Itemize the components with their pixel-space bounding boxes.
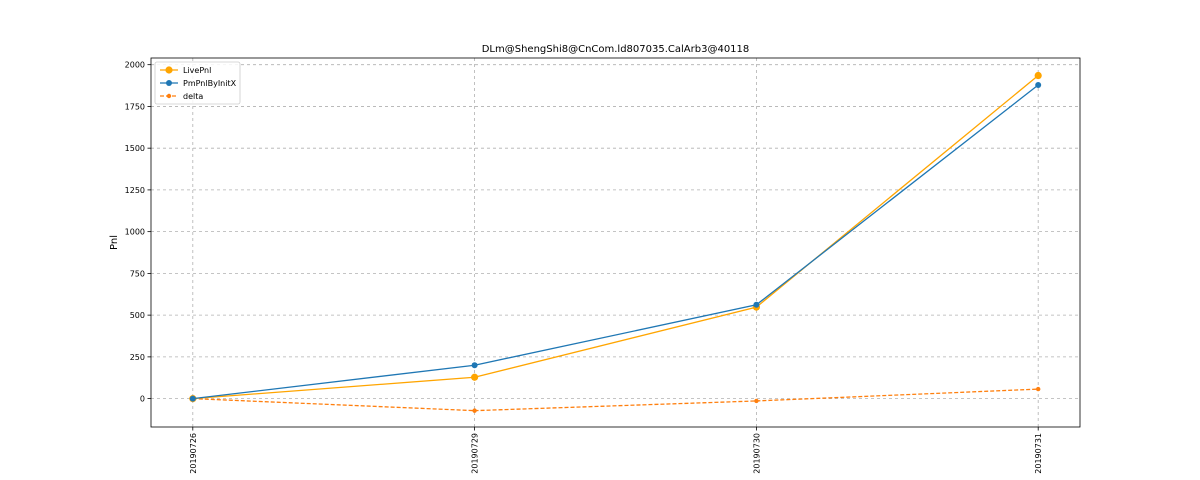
y-tick-label: 500	[130, 311, 145, 320]
data-point	[1034, 71, 1042, 80]
data-point	[1035, 386, 1041, 392]
series-line	[192, 84, 1039, 400]
data-point	[471, 373, 479, 381]
y-tick-label: 2000	[125, 61, 145, 70]
legend-label: delta	[183, 92, 203, 101]
x-tick-label: 20190726	[189, 433, 198, 474]
x-tick-label: 20190730	[752, 433, 761, 474]
data-point	[1035, 82, 1042, 89]
plot-area	[150, 57, 1081, 428]
legend-item-LivePnl: LivePnl	[160, 66, 211, 75]
legend: LivePnl PmPnlByInitX delta	[154, 61, 241, 105]
legend-label: PmPnlByInitX	[183, 79, 237, 88]
legend-label: LivePnl	[183, 66, 211, 75]
legend-item-PmPnlByInitX: PmPnlByInitX	[160, 79, 237, 88]
series-LivePnl	[189, 71, 1042, 403]
x-tick-label: 20190731	[1034, 433, 1043, 474]
data-point	[189, 395, 196, 402]
series-layer	[189, 71, 1042, 413]
data-point	[754, 398, 759, 404]
y-axis-label: Pnl	[109, 235, 120, 250]
y-tick-label: 0	[140, 395, 145, 404]
y-axis: 0 250 500 750 1000 1250 1500 1750 2000	[125, 61, 151, 404]
grid	[151, 58, 1080, 427]
y-tick-label: 750	[130, 269, 145, 278]
legend-item-delta: delta	[160, 92, 203, 101]
x-axis: 20190726 20190729 20190730 20190731	[189, 427, 1043, 474]
x-tick-label: 20190729	[471, 433, 480, 474]
y-tick-label: 1750	[125, 102, 145, 111]
legend-marker	[165, 66, 173, 74]
chart-title: DLm@ShengShi8@CnCom.ld807035.CalArb3@401…	[482, 44, 750, 55]
legend-frame	[154, 61, 241, 105]
y-tick-label: 1500	[125, 144, 145, 153]
data-point	[471, 362, 478, 369]
data-point	[753, 301, 760, 308]
data-point	[472, 408, 477, 413]
series-PmPnlByInitX	[189, 82, 1042, 402]
legend-marker	[166, 93, 172, 99]
legend-marker	[166, 80, 172, 86]
y-tick-label: 1000	[125, 228, 145, 237]
series-line	[192, 388, 1039, 412]
series-line	[192, 75, 1039, 400]
y-tick-label: 1250	[125, 186, 145, 195]
series-delta	[190, 386, 1041, 413]
y-tick-label: 250	[130, 353, 145, 362]
